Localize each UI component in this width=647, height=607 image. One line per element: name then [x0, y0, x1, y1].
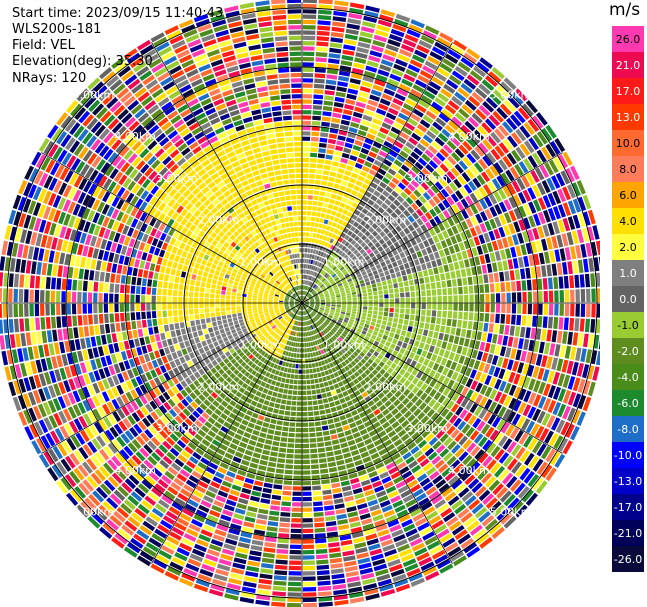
colorbar-tick-label: -21.0: [613, 527, 643, 540]
range-ring-label: 5.00km: [73, 88, 115, 101]
ppi-gate-group: [4, 19, 596, 607]
colorbar-tick-label: 6.0: [619, 189, 637, 202]
range-ring-label: 3.00km: [156, 422, 198, 435]
colorbar-tick-label: 17.0: [615, 85, 641, 98]
colorbar-cell: [612, 364, 644, 390]
colorbar-cell: [612, 338, 644, 364]
colorbar-tick-label: -26.0: [613, 553, 643, 566]
azimuth-spoke: [301, 152, 563, 304]
range-ring-label: 3.00km: [406, 172, 448, 185]
colorbar-cell: [612, 52, 644, 78]
colorbar-cell: [612, 78, 644, 104]
colorbar-tick-label: 13.0: [615, 111, 641, 124]
colorbar-cell: [612, 390, 644, 416]
start-time: Start time: 2023/09/15 11:40:43: [12, 6, 224, 21]
colorbar-tick-label: -10.0: [613, 449, 643, 462]
colorbar-unit: m/s: [609, 0, 641, 20]
colorbar-cell: [612, 130, 644, 156]
colorbar-cell: [612, 442, 644, 468]
colorbar-cell: [612, 208, 644, 234]
ppi-gate-group: [14, 39, 595, 599]
azimuth-spoke: [151, 302, 303, 564]
range-ring-label: 3.00km: [406, 422, 448, 435]
colorbar-cell: [612, 260, 644, 286]
azimuth-spoke: [301, 302, 563, 454]
colorbar-tick-label: -17.0: [613, 501, 643, 514]
colorbar-cell: [612, 286, 644, 312]
colorbar-tick-label: 4.0: [619, 215, 637, 228]
colorbar-cell: [612, 312, 644, 338]
range-ring-label: 4.00km: [448, 464, 490, 477]
range-ring-label: 5.00km: [490, 506, 532, 519]
range-ring-label: 2.00km: [365, 214, 407, 227]
colorbar-tick-label: 1.0: [619, 267, 637, 280]
range-ring-label: 1.00km: [239, 339, 281, 352]
colorbar-cell: [612, 546, 644, 572]
colorbar-cell: [612, 26, 644, 52]
colorbar-tick-label: -13.0: [613, 475, 643, 488]
colorbar-tick-label: 10.0: [615, 137, 641, 150]
range-ring-label: 5.00km: [73, 506, 115, 519]
range-ring-label: 4.00km: [114, 130, 156, 143]
range-ring-label: 2.00km: [365, 380, 407, 393]
colorbar-cell: [612, 156, 644, 182]
colorbar-tick-label: 0.0: [619, 293, 637, 306]
colorbar-cell: [612, 468, 644, 494]
range-ring-label: 2.00km: [198, 380, 240, 393]
range-ring-label: 3.00km: [156, 172, 198, 185]
azimuth-spoke: [301, 302, 453, 564]
colorbar-tick-label: -2.0: [617, 345, 639, 358]
range-ring-label: 4.00km: [114, 464, 156, 477]
field-name: Field: VEL: [12, 38, 75, 53]
range-ring-label: 5.00km: [490, 88, 532, 101]
colorbar-tick-label: 26.0: [615, 33, 641, 46]
colorbar-tick-label: 2.0: [619, 241, 637, 254]
colorbar-cell: [612, 416, 644, 442]
colorbar-tick-label: -8.0: [617, 423, 639, 436]
colorbar-tick-label: -30.0: [613, 579, 643, 592]
range-ring-label: 1.00km: [239, 255, 281, 268]
range-grid: [1, 2, 600, 604]
colorbar-cell: [612, 520, 644, 546]
ppi-gates: [0, 0, 600, 607]
range-ring-label: 2.00km: [198, 214, 240, 227]
azimuth-spoke: [41, 302, 303, 454]
range-ring-label: 4.00km: [448, 130, 490, 143]
azimuth-spoke: [41, 152, 303, 304]
range-ring-label: 1.00km: [323, 255, 365, 268]
range-ring-label: 1.00km: [323, 339, 365, 352]
colorbar-tick-label: -6.0: [617, 397, 639, 410]
colorbar-tick-label: -1.0: [617, 319, 639, 332]
nrays: NRays: 120: [12, 71, 87, 86]
colorbar-tick-label: -4.0: [617, 371, 639, 384]
colorbar-cell: [612, 234, 644, 260]
colorbar-cell: [612, 182, 644, 208]
azimuth-spoke: [151, 42, 303, 304]
azimuth-spoke: [301, 42, 453, 304]
instrument-name: WLS200s-181: [12, 22, 102, 37]
ppi-plot: 1.00km 1.00km 1.00km 1.00km 2.00km 2.00km 2.00…: [0, 0, 600, 607]
colorbar-tick-label: 21.0: [615, 59, 641, 72]
elevation: Elevation(deg): 35.30: [12, 54, 153, 69]
colorbar-cell: [612, 104, 644, 130]
colorbar-cell: [612, 494, 644, 520]
colorbar-tick-label: 8.0: [619, 163, 637, 176]
